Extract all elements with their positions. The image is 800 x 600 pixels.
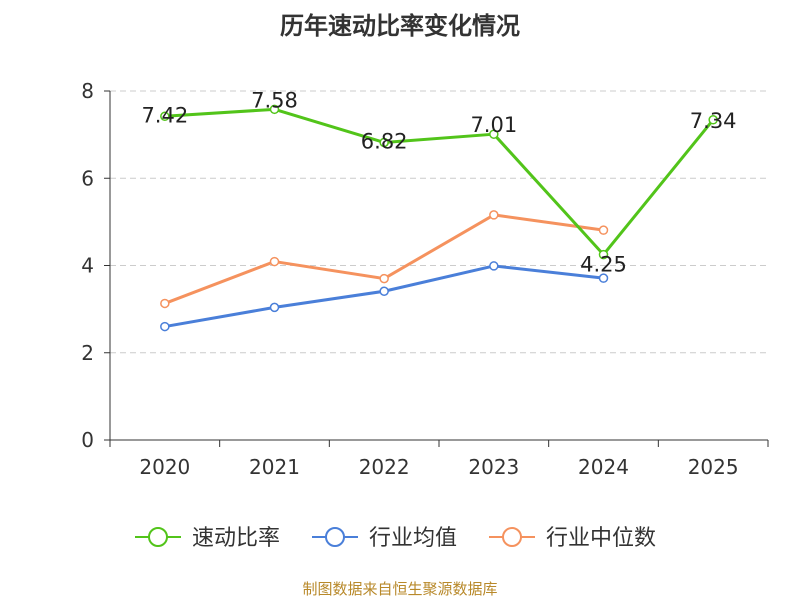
data-point bbox=[160, 111, 170, 122]
data-point bbox=[160, 321, 170, 332]
legend-item-label: 速动比率 bbox=[192, 526, 280, 551]
data-point bbox=[269, 256, 280, 267]
data-point bbox=[379, 286, 389, 296]
data-label: 7.58 bbox=[251, 88, 298, 112]
data-point bbox=[489, 261, 499, 271]
x-tick-label: 2023 bbox=[468, 455, 519, 479]
data-point bbox=[269, 104, 280, 115]
y-tick-label: 4 bbox=[81, 254, 94, 278]
data-label: 7.34 bbox=[690, 109, 737, 133]
y-tick-label: 8 bbox=[81, 79, 94, 103]
data-label: 6.82 bbox=[361, 129, 408, 153]
data-source-note: 制图数据来自恒生聚源数据库 bbox=[302, 580, 498, 598]
series-line-1 bbox=[164, 107, 715, 257]
data-point bbox=[489, 210, 499, 220]
data-label: 7.01 bbox=[470, 113, 517, 137]
data-point bbox=[708, 115, 718, 125]
legend-item-label: 行业均值 bbox=[369, 526, 457, 551]
chart-title: 历年速动比率变化情况 bbox=[280, 12, 520, 40]
data-point bbox=[489, 129, 499, 139]
data-point bbox=[379, 273, 389, 284]
data-point bbox=[598, 249, 609, 260]
data-point bbox=[598, 225, 609, 235]
data-point bbox=[269, 302, 280, 313]
y-tick-label: 0 bbox=[81, 428, 94, 452]
y-tick-label: 6 bbox=[81, 166, 94, 190]
x-tick-label: 2022 bbox=[359, 455, 410, 479]
legend-marker bbox=[325, 527, 345, 547]
data-label: 7.42 bbox=[141, 103, 188, 127]
y-tick-label: 2 bbox=[81, 341, 94, 365]
x-tick-label: 2025 bbox=[688, 455, 739, 479]
x-tick-label: 2020 bbox=[139, 455, 190, 479]
x-tick-label: 2024 bbox=[578, 455, 629, 479]
x-tick-label: 2021 bbox=[249, 455, 300, 479]
data-point bbox=[598, 273, 609, 283]
data-point bbox=[160, 298, 170, 309]
legend-marker bbox=[502, 527, 522, 547]
data-point bbox=[379, 137, 389, 148]
legend-item-label: 行业中位数 bbox=[546, 526, 656, 551]
legend-marker bbox=[148, 527, 168, 547]
data-label: 4.25 bbox=[580, 253, 627, 277]
